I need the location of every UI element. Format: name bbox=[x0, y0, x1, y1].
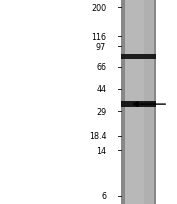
Text: 14: 14 bbox=[96, 146, 106, 155]
Bar bbox=[121, 55, 156, 60]
Text: 6: 6 bbox=[101, 191, 106, 200]
Bar bbox=[121, 0, 156, 204]
Text: 44: 44 bbox=[96, 85, 106, 94]
Text: 97: 97 bbox=[96, 42, 106, 51]
Text: 18.4: 18.4 bbox=[89, 131, 106, 140]
Bar bbox=[121, 102, 156, 108]
Bar bbox=[121, 0, 125, 204]
Bar bbox=[154, 0, 156, 204]
Text: 29: 29 bbox=[96, 107, 106, 116]
Bar bbox=[125, 0, 144, 204]
Text: 66: 66 bbox=[96, 63, 106, 72]
Text: 116: 116 bbox=[91, 33, 106, 42]
Text: 200: 200 bbox=[91, 4, 106, 13]
